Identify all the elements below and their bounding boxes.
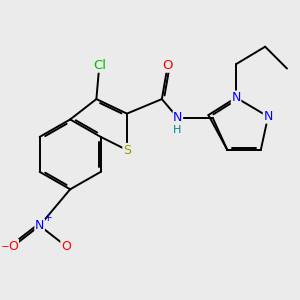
Text: N: N [173, 112, 182, 124]
Text: O: O [162, 59, 173, 72]
Text: N: N [263, 110, 273, 123]
Text: N: N [231, 91, 241, 104]
Text: S: S [123, 143, 131, 157]
Text: H: H [173, 125, 182, 135]
Text: Cl: Cl [93, 59, 106, 72]
Text: −: − [1, 242, 10, 252]
Text: O: O [8, 239, 18, 253]
Text: O: O [61, 239, 71, 253]
Text: N: N [35, 219, 44, 232]
Text: +: + [44, 212, 52, 223]
